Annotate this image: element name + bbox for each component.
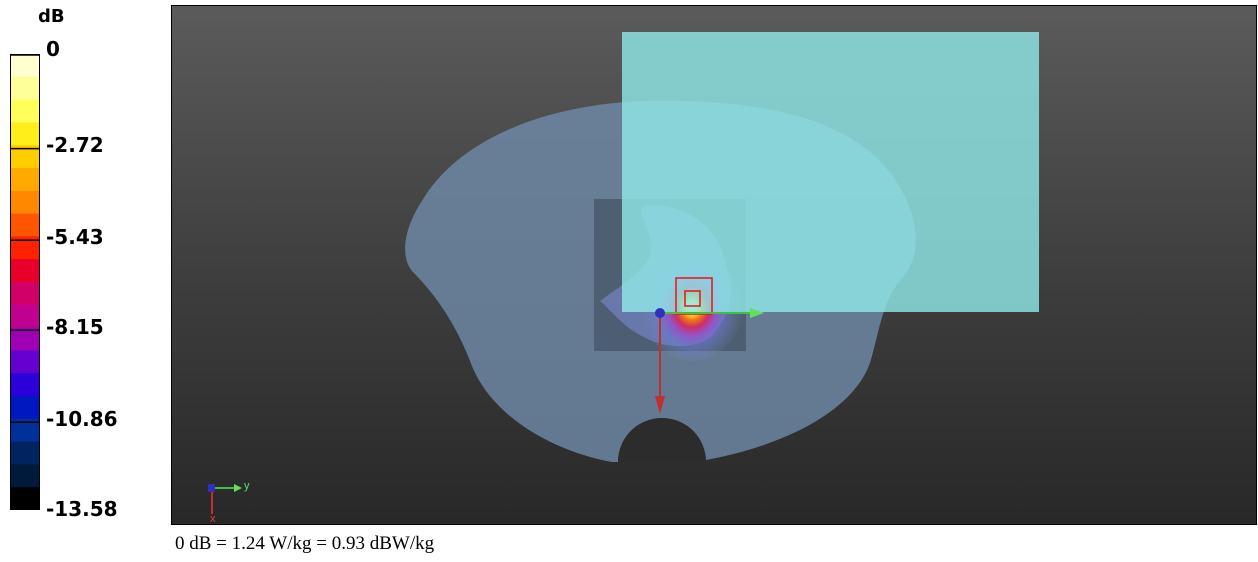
colorbar-tick-1: -2.72 xyxy=(46,135,104,155)
colorbar-band xyxy=(10,214,40,238)
colorbar-band xyxy=(10,328,40,352)
3d-viewport[interactable]: y x xyxy=(172,6,1256,524)
colorbar-tick-5: -13.58 xyxy=(46,499,118,519)
triad-z-axis xyxy=(208,484,215,492)
colorbar-band xyxy=(10,396,40,420)
sar-scene: y x xyxy=(172,6,1256,524)
triad-y-arrow xyxy=(234,484,242,492)
colorbar-band xyxy=(10,305,40,329)
device-box xyxy=(622,32,1039,312)
colorbar-band xyxy=(10,77,40,101)
colorbar-gradient xyxy=(10,54,40,510)
colorbar-tick-2: -5.43 xyxy=(46,227,104,247)
colorbar-tick-3: -8.15 xyxy=(46,317,104,337)
colorbar-band xyxy=(10,122,40,145)
colorbar xyxy=(10,54,40,510)
colorbar-band xyxy=(10,373,40,397)
colorbar-band xyxy=(10,100,40,124)
triad-y-label: y xyxy=(244,480,250,492)
colorbar-tick-0: 0 xyxy=(46,39,60,59)
colorbar-band xyxy=(10,191,40,215)
colorbar-band xyxy=(10,487,40,510)
caption: 0 dB = 1.24 W/kg = 0.93 dBW/kg xyxy=(175,533,434,555)
colorbar-band xyxy=(10,464,40,488)
colorbar-band xyxy=(10,442,40,466)
colorbar-band xyxy=(10,259,40,283)
scene-origin xyxy=(655,308,665,318)
colorbar-band xyxy=(10,168,40,192)
triad-x-label: x xyxy=(210,513,216,524)
colorbar-band xyxy=(10,350,40,374)
colorbar-tick-4: -10.86 xyxy=(46,409,118,429)
colorbar-band xyxy=(10,282,40,306)
colorbar-band xyxy=(10,54,40,78)
colorbar-title: dB xyxy=(38,6,65,27)
